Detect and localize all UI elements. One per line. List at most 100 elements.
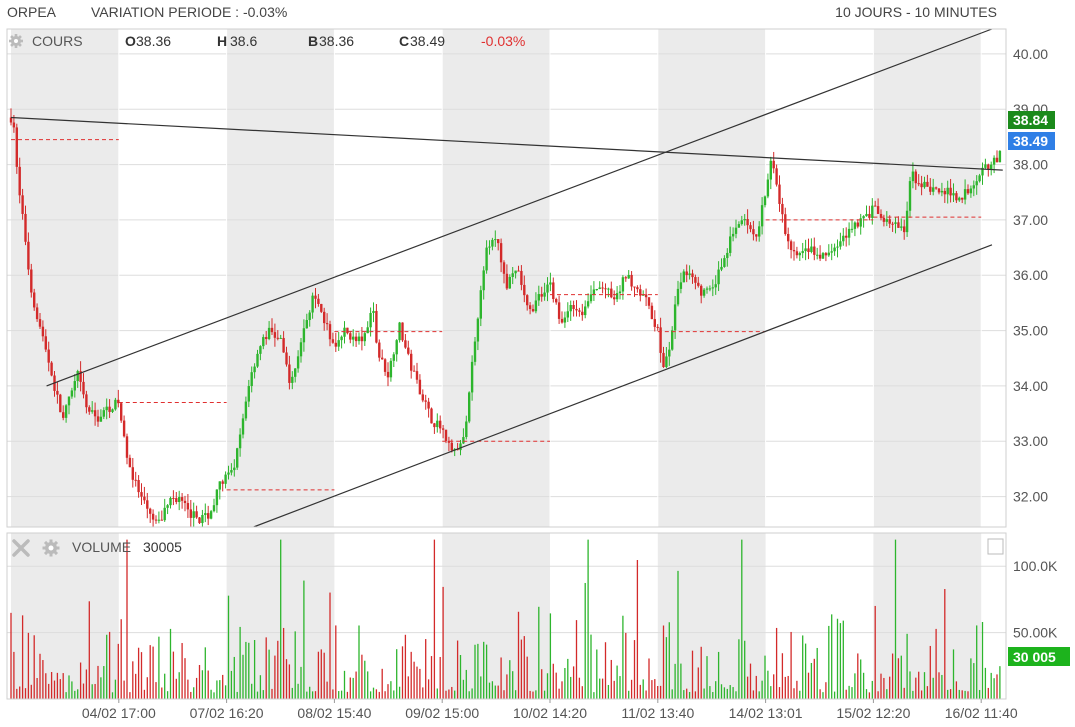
candle-body xyxy=(560,318,564,323)
candle-body xyxy=(323,311,326,324)
candle-body xyxy=(546,284,549,293)
candle-body xyxy=(792,249,796,252)
candle-body xyxy=(572,305,575,309)
candle-body xyxy=(328,324,332,340)
candle-body xyxy=(821,253,825,259)
candle-body xyxy=(285,352,288,365)
candle-body xyxy=(508,276,511,289)
candle-body xyxy=(93,410,97,417)
close-icon[interactable] xyxy=(12,539,30,557)
candle-body xyxy=(273,332,277,338)
candle-body xyxy=(465,421,468,438)
candle-body xyxy=(644,294,648,298)
candle-body xyxy=(233,467,236,471)
candle-body xyxy=(59,394,62,413)
candle-body xyxy=(691,273,694,278)
volume-checkbox[interactable] xyxy=(987,538,1004,555)
candle-body xyxy=(746,218,749,226)
candle-body xyxy=(221,481,224,484)
candle-body xyxy=(369,313,372,328)
volume-panel-frame xyxy=(6,532,1007,700)
price-axis: 32.0033.0034.0035.0036.0037.0038.0039.00… xyxy=(1013,46,1048,505)
candle-body xyxy=(847,228,851,238)
candle-body xyxy=(586,301,590,307)
candle-body xyxy=(105,406,108,411)
candle-body xyxy=(473,341,477,362)
candle-body xyxy=(33,292,36,308)
volume-settings-gear-icon[interactable] xyxy=(42,539,60,557)
candle-body xyxy=(236,448,239,468)
candle-body xyxy=(270,327,274,333)
candle-body xyxy=(389,360,393,378)
candle-body xyxy=(198,517,201,524)
candle-body xyxy=(415,371,419,380)
candle-body xyxy=(688,273,691,276)
candle-body xyxy=(50,362,53,376)
candle-body xyxy=(708,288,712,290)
candle-body xyxy=(743,218,746,221)
candle-body xyxy=(816,254,819,256)
previous-close-levels xyxy=(11,139,982,491)
candle-body xyxy=(905,210,909,233)
candle-body xyxy=(552,282,555,299)
candle-body xyxy=(929,186,932,192)
candle-body xyxy=(134,479,137,481)
candle-body xyxy=(140,492,143,497)
candle-body xyxy=(534,300,538,312)
candle-body xyxy=(555,298,558,303)
candle-body xyxy=(581,311,584,316)
candle-body xyxy=(876,206,880,214)
candle-body xyxy=(926,181,929,187)
candle-body xyxy=(224,474,227,484)
candle-body xyxy=(772,160,775,169)
open-value: 38.36 xyxy=(136,33,171,49)
candle-body xyxy=(230,470,233,473)
candle-body xyxy=(839,241,842,247)
candle-body xyxy=(195,511,198,518)
candle-body xyxy=(540,294,543,297)
candle-body xyxy=(64,405,68,418)
candle-body xyxy=(830,251,833,253)
candle-body xyxy=(305,320,308,329)
candle-body xyxy=(613,297,616,300)
candle-body xyxy=(186,503,190,510)
candle-body xyxy=(714,284,717,288)
candle-body xyxy=(468,392,471,422)
settings-gear-icon[interactable] xyxy=(9,34,23,48)
candle-body xyxy=(697,282,700,286)
candle-body xyxy=(12,122,16,128)
candle-body xyxy=(879,213,883,218)
period-label[interactable]: 10 JOURS - 10 MINUTES xyxy=(835,4,997,20)
price-candles xyxy=(9,108,1002,527)
candle-body xyxy=(520,270,523,285)
candle-body xyxy=(827,252,830,256)
candle-body xyxy=(511,273,514,277)
candle-body xyxy=(911,171,915,182)
candle-body xyxy=(325,323,329,325)
candle-body xyxy=(995,157,999,163)
last-high-tag: 38.84 xyxy=(1008,111,1055,129)
candle-body xyxy=(479,290,482,319)
candle-body xyxy=(856,222,859,227)
candle-body xyxy=(798,253,801,256)
candle-body xyxy=(35,307,39,320)
candle-body xyxy=(497,239,500,244)
candle-body xyxy=(888,219,891,224)
volume-session-shade xyxy=(873,533,982,699)
candle-body xyxy=(871,205,874,218)
candle-body xyxy=(647,297,651,306)
candle-body xyxy=(891,223,894,225)
candle-body xyxy=(717,269,720,285)
volume-tag: 30 005 xyxy=(1008,647,1070,666)
candle-body xyxy=(731,233,735,237)
candle-body xyxy=(491,239,494,247)
candle-body xyxy=(76,371,79,382)
candle-body xyxy=(937,188,941,193)
candle-body xyxy=(215,489,219,506)
candle-body xyxy=(923,181,926,188)
candle-body xyxy=(633,286,636,288)
volume-bars xyxy=(10,539,1001,699)
candle-body xyxy=(969,188,973,194)
candle-body xyxy=(778,184,781,204)
